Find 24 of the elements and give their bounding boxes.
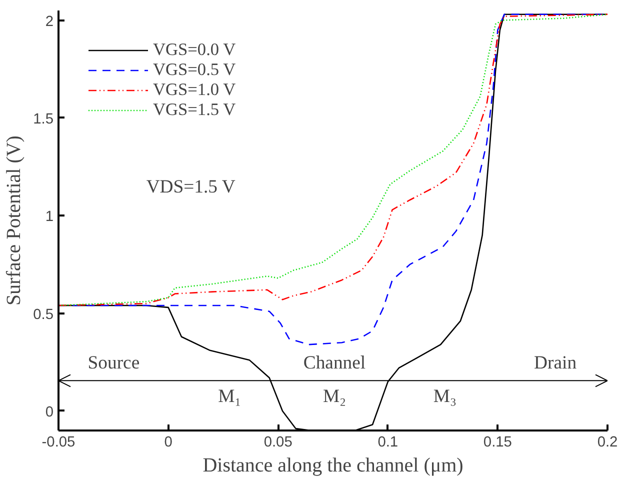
annotation: VDS=1.5 V bbox=[146, 176, 236, 198]
legend-label: VGS=0.0 V bbox=[153, 40, 236, 60]
x-axis-title: Distance along the channel (μm) bbox=[202, 454, 464, 476]
x-tick-label: 0.15 bbox=[483, 434, 512, 450]
y-tick-label: 1 bbox=[45, 209, 54, 226]
x-tick-label: 0 bbox=[164, 434, 172, 450]
legend-label: VGS=1.5 V bbox=[153, 100, 236, 120]
annotation: Drain bbox=[534, 352, 578, 374]
y-tick-label: 0 bbox=[45, 404, 54, 420]
y-axis-title: Surface Potential (V) bbox=[3, 136, 26, 306]
y-tick-label: 1.5 bbox=[33, 111, 54, 128]
legend-label: VGS=0.5 V bbox=[153, 60, 236, 80]
annotation: Source bbox=[88, 352, 140, 374]
x-tick-label: -0.05 bbox=[42, 434, 76, 450]
annotation: M₃ bbox=[433, 386, 456, 408]
legend-label: VGS=1.0 V bbox=[153, 80, 236, 100]
y-tick-label: 0.5 bbox=[33, 306, 54, 323]
x-tick-label: 0.05 bbox=[264, 434, 292, 450]
annotation: Channel bbox=[303, 352, 366, 374]
annotation: M₂ bbox=[322, 386, 346, 408]
x-tick-label: 0.2 bbox=[597, 434, 618, 450]
x-tick-label: 0.1 bbox=[378, 434, 398, 450]
annotation: M₁ bbox=[218, 386, 242, 408]
y-tick-label: 2 bbox=[45, 14, 54, 30]
